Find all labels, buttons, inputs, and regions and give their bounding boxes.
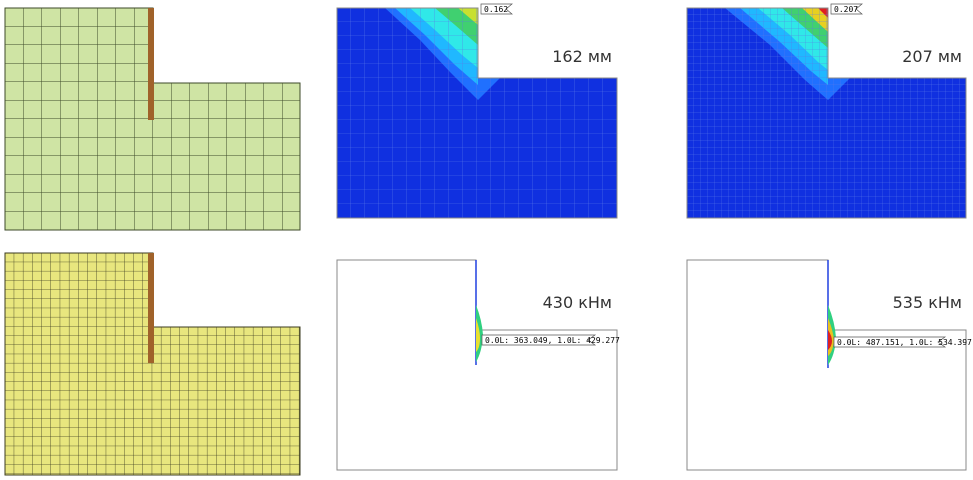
displacement-fine: 0.207 207 мм — [686, 3, 967, 219]
tag: 0.162 — [484, 5, 508, 14]
moment-diagram — [476, 318, 480, 352]
tag-box — [830, 3, 863, 15]
mesh-fine — [4, 252, 301, 476]
grid — [336, 7, 618, 219]
wall — [148, 8, 154, 120]
tag: 0.0L: 487.151, 1.0L: 534.397 — [837, 338, 972, 347]
label: 430 кНм — [543, 293, 612, 312]
grid — [686, 7, 967, 219]
label: 207 мм — [902, 47, 962, 66]
displacement-coarse: 0.162 162 мм — [336, 3, 618, 219]
moment-coarse: 0.0L: 363.049, 1.0L: 429.277 430 кНм — [336, 259, 620, 471]
outline — [686, 259, 967, 471]
tag: 0.0L: 363.049, 1.0L: 429.277 — [485, 336, 620, 345]
label: 535 кНм — [893, 293, 962, 312]
label: 162 мм — [552, 47, 612, 66]
tag-box — [481, 334, 597, 346]
moment-diagram — [828, 330, 832, 350]
tag: 0.207 — [834, 5, 858, 14]
moment-fine: 0.0L: 487.151, 1.0L: 534.397 535 кНм — [686, 259, 972, 471]
mesh-coarse — [4, 7, 301, 231]
outline — [336, 259, 618, 471]
tag-box — [480, 3, 513, 15]
wall — [148, 253, 154, 363]
tag-box — [833, 336, 947, 348]
